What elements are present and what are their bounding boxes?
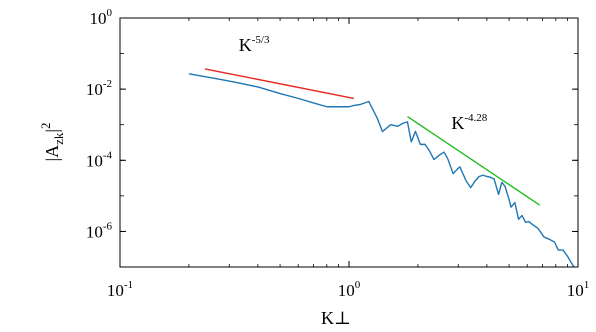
y-axis-label-base: |A [42,145,62,162]
minor-ticks [120,18,578,267]
x-axis-label-perp: ⊥ [334,308,351,328]
series-line-3 [407,115,541,206]
series-line-1 [188,73,575,267]
plot-frame [119,17,579,268]
x-axis-label: K⊥ [321,308,351,328]
slope-annotation-1: K-5/3 [239,34,270,55]
svg-text:|Azk|2: |Azk|2 [38,123,66,162]
y-axis-label-sub: zk [51,132,66,145]
y-axis-label-sup: 2 [38,123,53,130]
y-tick-label: 10-4 [86,149,113,170]
y-tick-label: 10-2 [86,78,112,99]
plot-area [188,68,575,267]
y-tick-label: 100 [90,7,113,28]
series-line-2 [204,68,354,100]
slope-annotation-2: K-4.28 [451,112,487,133]
y-axis-label-after: | [42,129,62,133]
x-tick-label: 100 [338,279,361,300]
y-axis-label: |Azk|2 [38,123,66,162]
x-tick-label: 101 [567,279,590,300]
y-tick-label: 10-6 [86,220,113,241]
x-axis-label-base: K [321,308,334,328]
x-tick-label: 10-1 [107,279,133,300]
